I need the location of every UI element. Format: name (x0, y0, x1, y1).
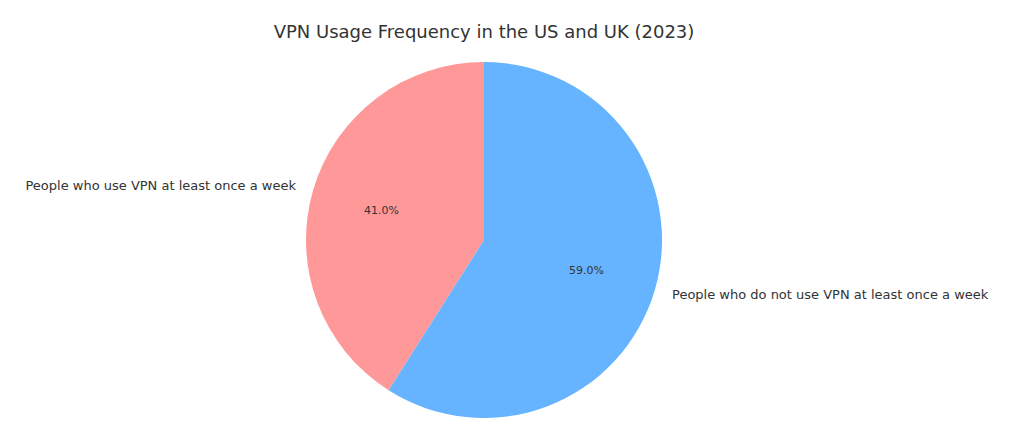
title: VPN Usage Frequency in the US and UK (20… (274, 21, 695, 42)
category-label: People who do not use VPN at least once … (672, 287, 989, 302)
data-label: 59.0% (569, 264, 604, 277)
chart: VPN Usage Frequency in the US and UK (20… (0, 0, 1024, 441)
data-label: 41.0% (364, 204, 399, 217)
pie-slice (389, 62, 662, 418)
category-label: People who use VPN at least once a week (25, 178, 296, 193)
labels: People who use VPN at least once a week 4… (25, 178, 988, 302)
pie (306, 62, 662, 418)
